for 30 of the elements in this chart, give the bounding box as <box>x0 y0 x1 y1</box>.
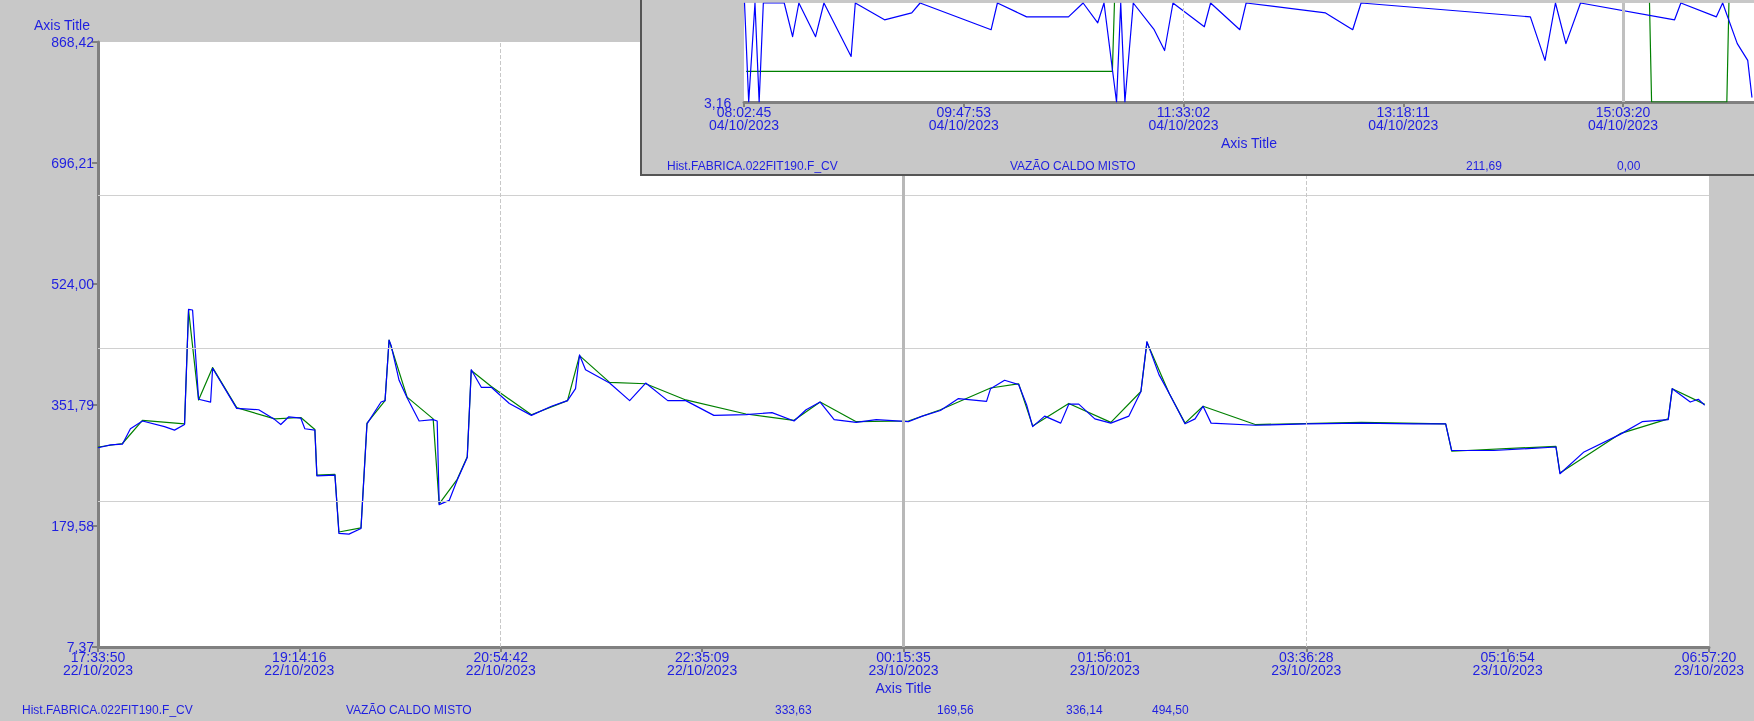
y-tick-label: 351,79 <box>51 397 95 413</box>
x-axis-title: Axis Title <box>1220 135 1278 152</box>
y-tick-label: 868,42 <box>51 34 95 50</box>
x-tick-label: 06:57:20 23/10/2023 <box>1673 648 1745 678</box>
text: VAZÃO CALDO MISTO <box>346 703 472 717</box>
x-tick-label: 11:33:02 04/10/2023 <box>1148 103 1219 133</box>
x-tick-label: 19:14:16 22/10/2023 <box>264 648 335 678</box>
x-tick-label: 01:56:01 23/10/2023 <box>1069 648 1141 678</box>
annotation: 211,69 <box>1466 159 1503 173</box>
x-tick-label: 15:03:20 04/10/2023 <box>1587 103 1659 133</box>
y-tick-label: 696,21 <box>51 155 95 171</box>
y-tick-label: 524,00 <box>51 276 95 292</box>
x-axis-title: Axis Title <box>875 680 932 697</box>
y-tick-label: 179,58 <box>51 518 95 534</box>
text: 494,50 <box>1152 703 1190 717</box>
annotation: Hist.FABRICA.022FIT190.F_CV <box>667 159 838 173</box>
text: 336,14 <box>1066 703 1104 717</box>
x-tick-label: 05:16:54 23/10/2023 <box>1472 648 1543 678</box>
x-tick-label: 13:18:11 04/10/2023 <box>1368 103 1439 133</box>
x-tick-label: 20:54:42 22/10/2023 <box>465 648 536 678</box>
x-tick-label: 00:15:35 23/10/2023 <box>868 648 939 678</box>
x-tick-label: 22:35:09 22/10/2023 <box>667 648 738 678</box>
text: 333,63 <box>775 703 813 717</box>
annotation: VAZÃO CALDO MISTO <box>1010 159 1136 173</box>
text: Hist.FABRICA.022FIT190.F_CV <box>22 703 193 717</box>
x-tick-label: 03:36:28 23/10/2023 <box>1271 648 1342 678</box>
annotation: 0,00 <box>1617 159 1641 173</box>
y-axis-title: Axis Title <box>33 17 91 33</box>
text: 169,56 <box>937 703 975 717</box>
x-tick-label: 09:47:53 04/10/2023 <box>928 103 999 133</box>
